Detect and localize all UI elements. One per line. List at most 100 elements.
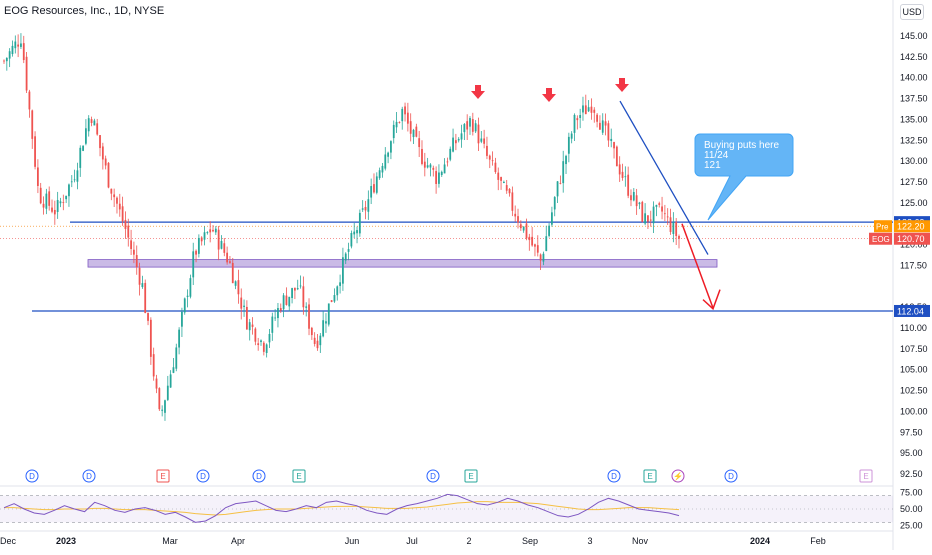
candle-body [285, 295, 288, 305]
candle-body [135, 255, 138, 267]
callout-bubble[interactable] [694, 133, 794, 221]
candle-body [82, 145, 84, 151]
candle-body [265, 344, 268, 353]
candle-body [675, 222, 678, 237]
x-tick-label: Dec [0, 536, 16, 546]
candle-body [141, 283, 144, 288]
candle-body [548, 225, 550, 236]
event-marker-dividend[interactable] [724, 469, 738, 483]
candle-body [621, 171, 624, 178]
candle-body [607, 123, 610, 141]
rsi-ma-line [4, 501, 680, 516]
candle-body [672, 222, 675, 234]
event-marker-dividend[interactable] [252, 469, 266, 483]
event-marker-split[interactable] [671, 469, 685, 483]
candle-body [511, 192, 514, 211]
candle-body [316, 340, 319, 349]
candle-body [570, 133, 573, 139]
candle-body [342, 257, 344, 284]
candle-body [443, 164, 446, 174]
candle-body [20, 43, 22, 47]
candle-body [491, 160, 494, 162]
event-marker-dividend[interactable] [426, 469, 440, 483]
candle-body [339, 282, 341, 286]
candle-body [556, 181, 559, 197]
candle-body [8, 51, 11, 59]
candle-body [53, 209, 56, 215]
event-marker-dividend[interactable] [25, 469, 39, 483]
candle-body [291, 288, 293, 299]
candle-body [107, 162, 110, 188]
event-marker-dividend[interactable] [82, 469, 96, 483]
candle-body [488, 155, 491, 160]
downtrend-line[interactable] [619, 100, 709, 255]
support-zone[interactable] [87, 259, 718, 268]
candle-body [59, 201, 62, 204]
y-tick-label: 92.50 [900, 469, 923, 479]
candle-body [593, 109, 596, 113]
candle-body [649, 219, 652, 221]
candle-body [551, 212, 553, 225]
projection-arrow-head[interactable] [702, 289, 721, 311]
candle-body [288, 296, 291, 307]
candle-body [279, 308, 282, 311]
candle-body [536, 245, 539, 253]
candle-body [460, 133, 463, 140]
candle-body [186, 295, 189, 297]
candle-body [539, 254, 542, 261]
event-marker-earnings[interactable] [464, 469, 478, 483]
candle-body [282, 295, 285, 310]
candle-body [627, 174, 630, 196]
down-arrow-marker[interactable] [615, 78, 629, 92]
candle-body [624, 176, 627, 178]
event-marker-earnings[interactable] [643, 469, 657, 483]
currency-button[interactable]: USD [900, 4, 924, 20]
candle-body [421, 148, 423, 164]
y-tick-label: 97.50 [900, 427, 923, 437]
event-letter: D [29, 472, 35, 481]
event-marker-earnings[interactable] [156, 469, 170, 483]
candle-body [559, 182, 562, 184]
candle-body [302, 286, 305, 308]
candle-body [133, 249, 135, 255]
event-marker-dividend[interactable] [196, 469, 210, 483]
candle-body [604, 121, 607, 126]
candle-body [231, 262, 234, 284]
down-arrow-marker[interactable] [542, 88, 556, 102]
candle-body [161, 409, 164, 411]
candle-body [192, 251, 195, 278]
candle-body [206, 232, 209, 234]
candle-body [96, 123, 99, 135]
candle-body [262, 342, 265, 352]
candle-body [251, 324, 254, 327]
candle-body [347, 249, 350, 252]
candle-body [486, 145, 488, 156]
candle-body [514, 213, 517, 217]
event-marker-dividend[interactable] [607, 469, 621, 483]
candle-body [336, 286, 339, 296]
candle-body [531, 236, 534, 246]
candle-body [325, 321, 327, 324]
candle-body [528, 236, 531, 241]
event-marker-earnings[interactable] [292, 469, 306, 483]
candle-body [477, 124, 480, 144]
y-tick-label: 135.00 [900, 114, 928, 124]
x-tick-label: Sep [522, 536, 538, 546]
candle-body [226, 252, 229, 263]
candle-body [65, 195, 68, 200]
candle-body [415, 126, 418, 137]
candle-body [243, 305, 245, 307]
y-tick-label: 130.00 [900, 156, 928, 166]
candle-body [505, 185, 508, 191]
candle-body [217, 229, 220, 250]
projection-arrow-line[interactable] [681, 223, 714, 309]
event-marker-earnings-future[interactable] [859, 469, 873, 483]
candle-body [90, 119, 93, 123]
candle-body [245, 306, 248, 330]
candle-body [584, 105, 587, 115]
candle-body [502, 181, 505, 184]
down-arrow-marker[interactable] [471, 85, 485, 99]
candle-body [36, 167, 39, 186]
